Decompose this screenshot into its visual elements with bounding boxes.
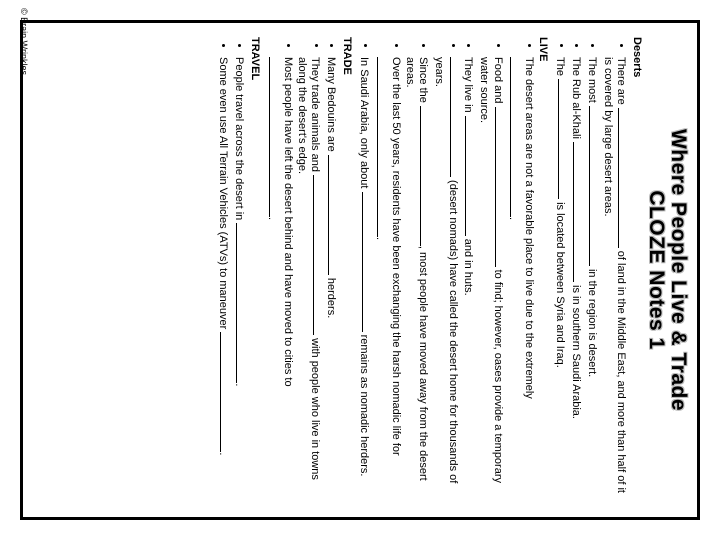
t: in the region is desert. [586, 266, 598, 377]
t: The most [586, 57, 598, 106]
title-line2: CLOZE Notes 1 [645, 190, 668, 349]
t: is in southern Saudi Arabia. [570, 282, 582, 419]
blank [362, 192, 373, 332]
t: . [217, 452, 229, 455]
t: Since the [417, 57, 429, 106]
t: and in huts. [462, 236, 474, 296]
t: Over the last 50 years, residents have b… [390, 57, 402, 456]
blank [618, 108, 629, 248]
head-trade: TRADE [339, 37, 353, 503]
blank [558, 79, 569, 199]
t: Most people have left the desert behind … [282, 57, 294, 387]
t: In Saudi Arabia, only about [359, 57, 371, 192]
t: . [374, 237, 386, 240]
t: People travel across the desert in [233, 57, 245, 223]
list-travel: People travel across the desert in . Som… [216, 43, 247, 503]
t: remains as nomadic herders. [359, 332, 371, 477]
t: herders. [325, 275, 337, 318]
head-deserts: Deserts [629, 37, 643, 503]
list-live: The desert areas are not a favorable pla… [357, 43, 535, 503]
blank [236, 223, 247, 383]
content: Deserts There are of land in the Middle … [31, 37, 643, 503]
blank [465, 116, 476, 236]
t: There are [615, 57, 627, 108]
blank [377, 57, 388, 237]
t: . [233, 383, 245, 386]
title-line1: Where People Live & Trade [667, 129, 690, 411]
blank [495, 107, 506, 267]
list-trade: Many Bedouins are herders. They trade an… [265, 43, 339, 503]
blank [573, 142, 584, 282]
blank [450, 57, 461, 177]
t: is located between Syria and Iraq. [555, 199, 567, 368]
blank [420, 106, 431, 246]
t: . [266, 217, 278, 220]
blank [328, 155, 339, 275]
copyright: © Brain Wrinkles [19, 8, 29, 75]
t: . [507, 217, 519, 220]
blank [269, 57, 280, 217]
head-live: LIVE [535, 37, 549, 503]
t: Food and [492, 57, 504, 107]
blank [220, 332, 231, 452]
t: Many Bedouins are [325, 57, 337, 155]
t: Some even use All Terrain Vehicles (ATVs… [217, 57, 229, 332]
list-deserts: There are of land in the Middle East, an… [553, 43, 629, 503]
t: The desert areas are not a favorable pla… [523, 57, 535, 399]
t: The [555, 57, 567, 79]
t: The Rub al-Khali [570, 57, 582, 142]
blank [313, 175, 324, 335]
blank [589, 106, 600, 266]
t: They live in [462, 57, 474, 116]
blank [510, 57, 521, 217]
head-travel: TRAVEL [247, 37, 261, 503]
t: They trade animals and [310, 57, 322, 175]
